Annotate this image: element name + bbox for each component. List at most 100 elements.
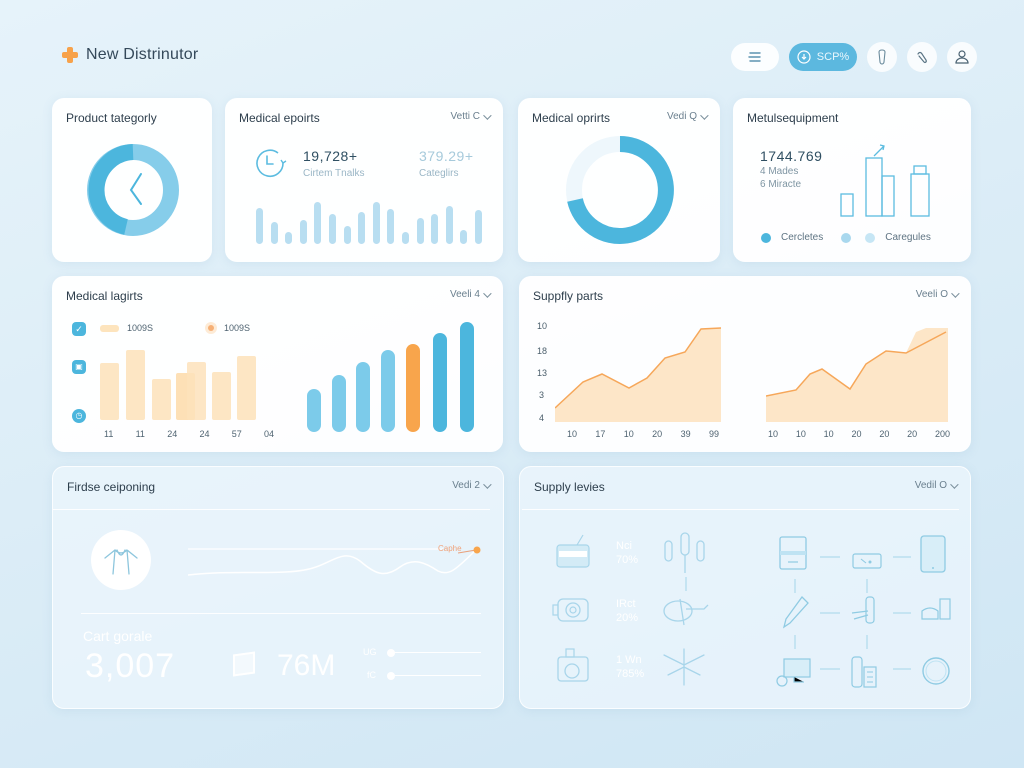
top-bar: New Distrinutor SCP% bbox=[0, 0, 1024, 90]
brand: New Distrinutor bbox=[62, 46, 198, 64]
chevron-down-icon bbox=[483, 110, 492, 120]
check-badge-icon[interactable]: ✓ bbox=[72, 322, 86, 336]
card-title: Supply levies bbox=[534, 480, 605, 494]
connector-line bbox=[866, 579, 868, 593]
equipment-bar-chart bbox=[840, 144, 930, 217]
monitor-icon bbox=[776, 658, 811, 687]
divider bbox=[81, 613, 481, 614]
connector-line bbox=[685, 577, 687, 591]
card-firdse-ceiponing: Firdse ceiponing Vedi 2 Caphe Cart goral… bbox=[52, 466, 504, 709]
cart-label: Cart gorale bbox=[83, 628, 153, 644]
period-select[interactable]: Vedil O bbox=[915, 479, 959, 491]
stat-value: 379.29+ bbox=[419, 148, 474, 164]
connector-line bbox=[893, 612, 911, 614]
legend-label: 1009S bbox=[224, 323, 251, 333]
slider-track[interactable] bbox=[393, 652, 481, 653]
profile-button[interactable] bbox=[947, 42, 977, 72]
card-supply-levies: Supply levies Vedil O Nci 70% IRct 20% 1… bbox=[519, 466, 971, 709]
x-tick: 200 bbox=[934, 429, 950, 439]
card-title: Firdse ceiponing bbox=[67, 480, 156, 494]
x-tick: 10 bbox=[623, 429, 634, 439]
legend-swatch bbox=[100, 324, 119, 332]
y-tick: 13 bbox=[537, 368, 548, 378]
card-title: Product tategorly bbox=[66, 111, 157, 125]
slider-handle[interactable] bbox=[387, 649, 395, 657]
y-tick: 18 bbox=[537, 346, 548, 356]
period-select[interactable]: Veeli O bbox=[915, 288, 960, 300]
chevron-down-icon bbox=[951, 288, 960, 298]
legend-label: 1009S bbox=[127, 323, 154, 333]
slider-label: fC bbox=[367, 670, 376, 680]
legend-swatch bbox=[761, 232, 771, 243]
chevron-down-icon bbox=[950, 479, 959, 489]
period-select-value: Veeli 4 bbox=[449, 289, 480, 300]
equipment-line-1: 4 Mades bbox=[760, 166, 799, 177]
y-tick: 4 bbox=[539, 413, 545, 423]
period-select[interactable]: Vedi Q bbox=[667, 110, 709, 122]
period-select[interactable]: Vedi 2 bbox=[452, 479, 492, 491]
y-tick: 10 bbox=[537, 321, 548, 331]
legend-swatch bbox=[865, 232, 876, 243]
x-tick: 10 bbox=[567, 429, 578, 439]
chevron-down-icon bbox=[483, 288, 492, 298]
menu-toggle-button[interactable] bbox=[731, 43, 779, 71]
download-button[interactable]: SCP% bbox=[789, 43, 857, 71]
period-select-value: Veeli O bbox=[915, 289, 948, 300]
levy-label: IRct bbox=[616, 598, 636, 610]
dragonfly-icon bbox=[663, 648, 705, 686]
hand-icon bbox=[878, 49, 886, 65]
connector-line bbox=[893, 668, 911, 670]
slider-ug[interactable]: UG bbox=[363, 647, 483, 659]
x-tick: 20 bbox=[851, 429, 862, 439]
levy-percent: 785% bbox=[616, 668, 645, 680]
x-tick: 10 bbox=[768, 429, 779, 439]
clock-icon bbox=[256, 149, 287, 178]
connector-line bbox=[866, 635, 868, 649]
ring-device-icon bbox=[922, 657, 950, 685]
chevron-down-icon bbox=[700, 110, 709, 120]
trend-line-chart bbox=[188, 546, 481, 576]
stat-label: Categlirs bbox=[419, 168, 459, 179]
link-button[interactable] bbox=[907, 42, 937, 72]
chevron-down-icon bbox=[483, 479, 492, 489]
radio-device-icon bbox=[556, 534, 590, 568]
card-supply-parts: Suppfly parts Veeli O 10 18 13 3 4 10 17… bbox=[519, 276, 971, 452]
slider-fc[interactable]: fC bbox=[363, 670, 483, 682]
slider-track[interactable] bbox=[393, 675, 481, 676]
plus-cross-icon bbox=[62, 47, 78, 63]
legend-label: Caregules bbox=[885, 232, 931, 243]
user-icon bbox=[955, 50, 969, 64]
card-title: Medical lagirts bbox=[66, 289, 143, 303]
product-category-donut bbox=[87, 144, 179, 236]
connector-line bbox=[794, 635, 796, 649]
card-product-category: Product tategorly bbox=[52, 98, 212, 262]
camera-device-icon bbox=[557, 648, 589, 682]
equipment-line-2: 6 Miracte bbox=[760, 179, 802, 190]
supply-area-chart-left bbox=[555, 327, 722, 422]
stat-categories: 379.29+ Categlirs bbox=[419, 148, 474, 179]
top-actions: SCP% bbox=[731, 42, 977, 72]
lock-badge-icon[interactable]: ▣ bbox=[72, 360, 86, 374]
box-icon bbox=[233, 651, 255, 677]
levy-percent: 70% bbox=[616, 554, 639, 566]
connector-line bbox=[893, 556, 911, 558]
divider bbox=[53, 509, 490, 510]
hand-button[interactable] bbox=[867, 42, 897, 72]
connector-line bbox=[820, 668, 840, 670]
clock-badge-icon[interactable]: ◷ bbox=[72, 409, 86, 423]
connector-line bbox=[794, 579, 796, 593]
app-title: New Distrinutor bbox=[86, 46, 199, 63]
x-tick: 11 bbox=[135, 429, 145, 439]
x-tick: 11 bbox=[104, 429, 114, 439]
mini-bar-chart bbox=[256, 199, 490, 244]
x-tick: 24 bbox=[167, 429, 178, 439]
printer-device-icon bbox=[779, 536, 807, 570]
x-tick: 17 bbox=[595, 429, 606, 439]
x-tick: 39 bbox=[680, 429, 691, 439]
lagirts-x-axis: 11 11 24 24 57 04 bbox=[104, 429, 274, 439]
slider-handle[interactable] bbox=[387, 672, 395, 680]
period-select[interactable]: Veeli 4 bbox=[449, 288, 492, 300]
card-metulsequipment: Metulsequipment 1744.769 4 Mades 6 Mirac… bbox=[733, 98, 971, 262]
period-select[interactable]: Vetti C bbox=[451, 110, 492, 122]
marker-label: Caphe bbox=[438, 544, 462, 553]
